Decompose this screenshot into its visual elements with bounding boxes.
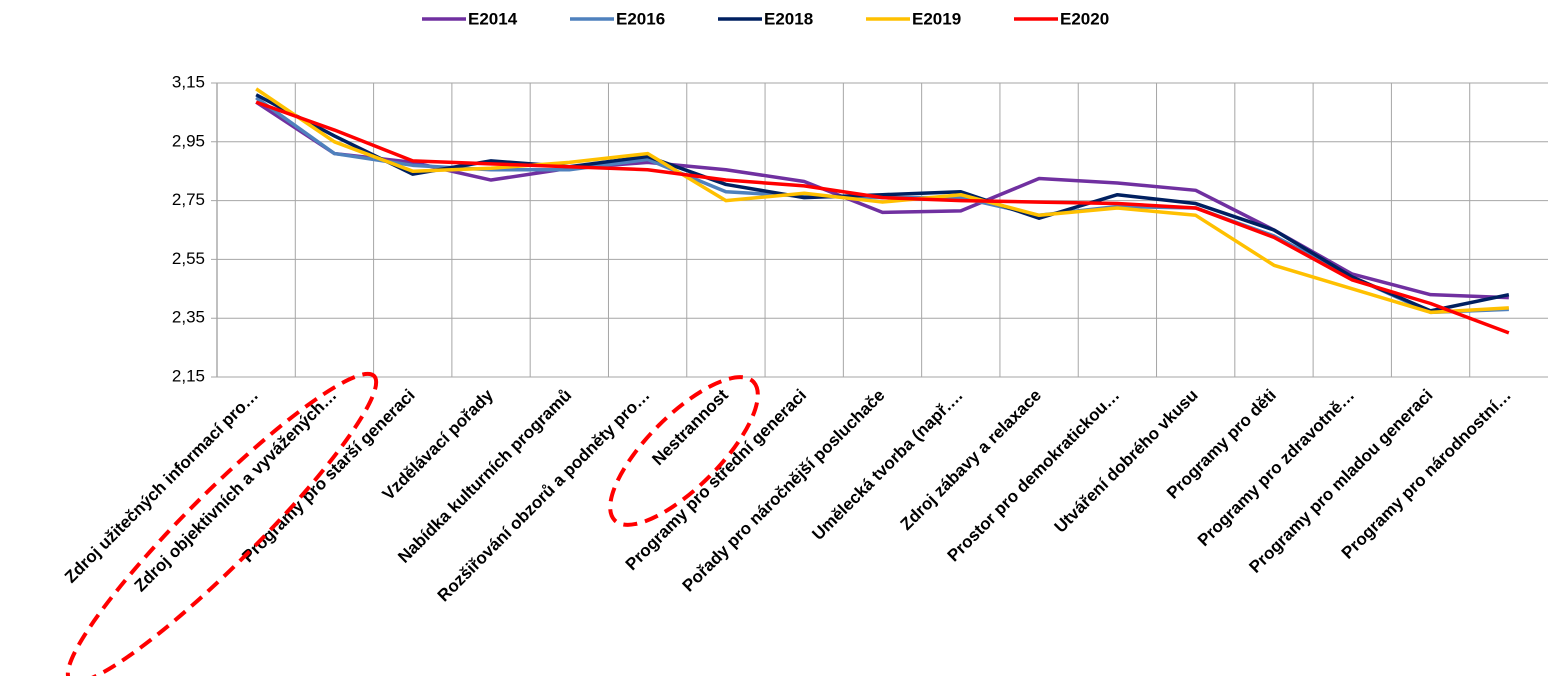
series-line <box>255 100 1509 300</box>
series-line <box>255 100 1510 335</box>
x-tick-label: Utváření dobrého vkusu <box>1051 386 1202 537</box>
x-tick-label: Nabídka kulturních programů <box>394 386 575 567</box>
x-tick-label: Prostor pro demokratickou… <box>944 386 1124 566</box>
legend-label: E2020 <box>1060 9 1109 28</box>
y-tick-label: 2,15 <box>172 366 205 385</box>
legend-label: E2018 <box>764 9 813 28</box>
legend-label: E2016 <box>616 9 665 28</box>
y-tick-label: 2,35 <box>172 308 205 327</box>
x-tick-label: Programy pro národnostní… <box>1338 386 1515 563</box>
x-tick-label: Programy pro starší generaci <box>238 386 418 566</box>
series-line <box>255 93 1510 313</box>
y-tick-label: 2,95 <box>172 131 205 150</box>
x-tick-label: Umělecká tvorba (např.… <box>808 386 966 544</box>
legend-label: E2014 <box>468 9 518 28</box>
y-tick-label: 3,15 <box>172 72 205 91</box>
x-tick-label: Zdroj zábavy a relaxace <box>897 386 1045 534</box>
x-tick-label: Programy pro zdravotně… <box>1194 386 1358 550</box>
y-tick-label: 2,75 <box>172 190 205 209</box>
y-tick-label: 2,55 <box>172 249 205 268</box>
series-line <box>255 87 1509 315</box>
highlight-ellipse <box>608 375 760 527</box>
highlight-ellipse <box>65 371 379 676</box>
legend-label: E2019 <box>912 9 961 28</box>
